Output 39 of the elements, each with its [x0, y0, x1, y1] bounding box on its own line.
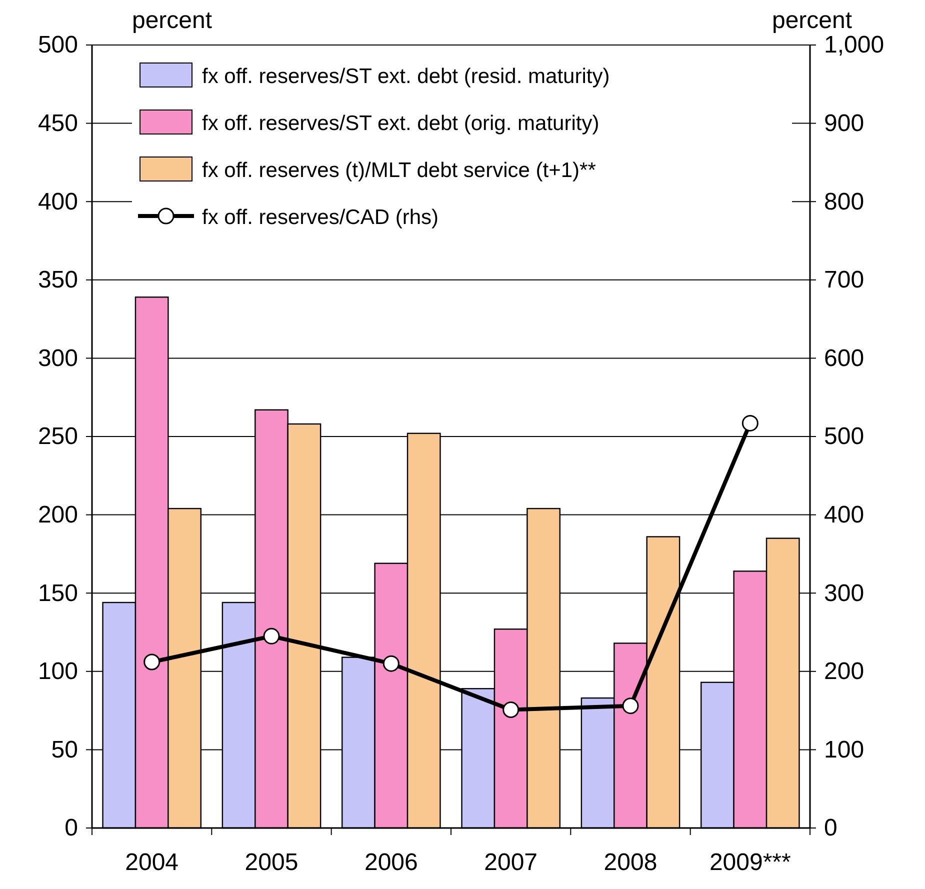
point: [263, 628, 280, 644]
y2-tick-label: 300: [824, 580, 864, 607]
point: [144, 654, 160, 670]
legend-label: fx off. reserves (t)/MLT debt service (t+1)**: [202, 159, 596, 182]
y2-tick-label: 400: [824, 501, 864, 528]
y-tick-label: 150: [38, 580, 78, 607]
y-tick-label: 100: [38, 658, 78, 686]
point: [622, 698, 639, 714]
y-tick-label: 350: [38, 266, 78, 294]
legend-label: fx off. reserves/ST ext. debt (orig. maturity): [202, 112, 600, 135]
x-tick-label: 2008: [604, 849, 658, 876]
y2-tick-label: 1,000: [824, 32, 884, 59]
y2-tick-label: 100: [824, 736, 864, 764]
y-axis-title: percent: [132, 7, 212, 34]
y2-tick-label: 900: [824, 110, 864, 137]
y2-tick-label: 600: [824, 344, 864, 372]
x-tick-label: 2009***: [709, 849, 791, 876]
x-tick-label: 2005: [244, 849, 298, 876]
y-tick-label: 50: [51, 736, 78, 764]
y2-tick-label: 800: [824, 188, 864, 216]
x-tick-label: 2007: [484, 849, 538, 876]
point: [382, 655, 400, 672]
y-tick-label: 500: [38, 32, 78, 59]
legend-label: fx off. reserves/CAD (rhs): [202, 206, 438, 229]
y-tick-label: 400: [38, 188, 78, 216]
legend-label: fx off. reserves/ST ext. debt (resid. maturity): [202, 65, 610, 88]
y-tick-label: 250: [38, 423, 78, 450]
point: [502, 702, 520, 718]
y-tick-label: 200: [38, 501, 78, 528]
y-tick-label: 450: [38, 110, 78, 137]
y2-axis-title: percent: [772, 7, 852, 34]
y-tick-label: 300: [38, 344, 78, 372]
y-tick-label: 0: [64, 814, 78, 842]
y2-tick-label: 0: [824, 814, 838, 842]
x-tick-label: 2006: [364, 849, 418, 876]
y2-tick-label: 500: [824, 423, 864, 450]
y2-tick-label: 200: [824, 658, 864, 686]
x-tick-label: 2004: [125, 849, 179, 876]
y2-tick-label: 700: [824, 266, 864, 294]
